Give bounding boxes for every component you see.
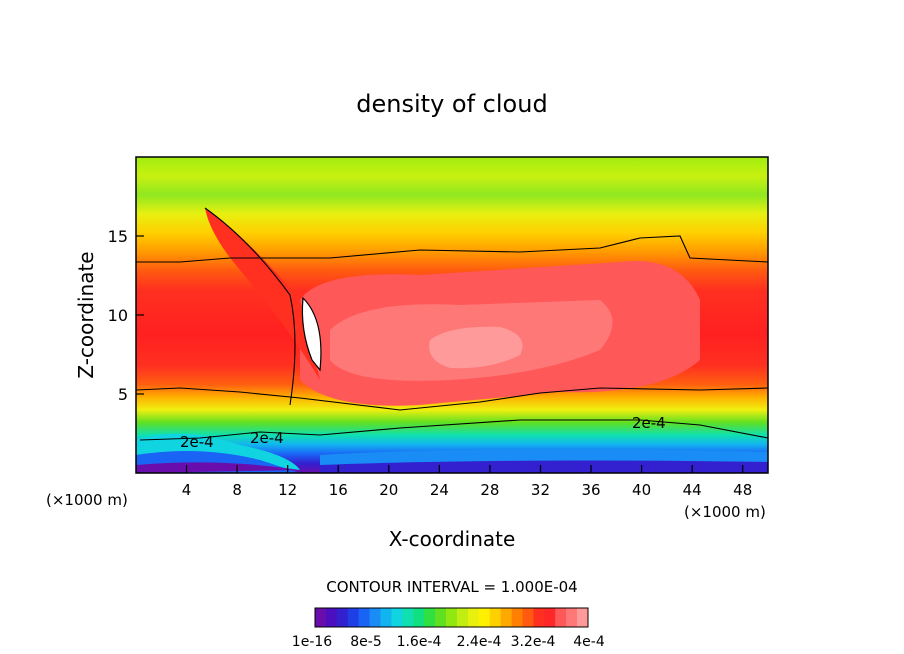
x-tick-label: 8 [232,481,242,499]
colorbar-swatch [402,608,414,627]
colorbar-swatch [544,608,556,627]
x-tick-label: 4 [182,481,192,499]
colorbar-label: 1.6e-4 [397,634,442,650]
x-tick-label: 20 [379,481,398,499]
colorbar-swatch [435,608,447,627]
contour-label: 2e-4 [250,429,284,447]
colorbar-swatch [424,608,436,627]
colorbar-swatch [478,608,491,627]
colorbar-swatch [391,608,403,627]
y-tick-label: 5 [118,385,128,404]
x-tick-label: 36 [581,481,600,499]
colorbar [314,607,589,628]
x-tick-label: 24 [430,481,449,499]
x-unit-right: (×1000 m) [684,503,766,521]
colorbar-label: 1e-16 [292,634,332,650]
chart-title: density of cloud [356,90,547,118]
x-unit-left: (×1000 m) [46,491,128,509]
contour-label: 2e-4 [632,414,666,432]
x-axis-label: X-coordinate [389,527,516,551]
y-tick-label: 10 [108,306,128,325]
x-tick-label: 44 [683,481,702,499]
colorbar-swatch [500,608,512,627]
colorbar-swatch [336,608,349,627]
colorbar-swatch [347,608,359,627]
colorbar-swatch [325,608,338,627]
colorbar-swatch [369,608,381,627]
colorbar-swatch [446,608,458,627]
colorbar-swatch [577,608,589,627]
x-tick-label: 40 [632,481,651,499]
contour-interval: CONTOUR INTERVAL = 1.000E-04 [326,578,577,596]
colorbar-label: 3.2e-4 [511,634,556,650]
colorbar-swatch [566,608,578,627]
colorbar-swatch [456,608,469,627]
colorbar-swatch [467,608,480,627]
colorbar-swatch [413,608,425,627]
colorbar-swatch [522,608,534,627]
x-tick-label: 48 [733,481,752,499]
y-axis-label: Z-coordinate [74,251,98,378]
colorbar-swatch [358,608,370,627]
y-axis-ticks: 5 10 15 [108,227,144,404]
y-tick-label: 15 [108,227,128,246]
colorbar-swatch [380,608,392,627]
x-axis-ticks: 4 8 12 16 20 24 28 32 36 40 44 48 [182,465,752,499]
x-tick-label: 16 [329,481,348,499]
colorbar-label: 4e-4 [573,634,605,650]
colorbar-swatch [315,608,327,627]
plot-area [136,157,768,473]
colorbar-label: 2.4e-4 [457,634,502,650]
colorbar-swatch [489,608,501,627]
colorbar-swatch [533,608,545,627]
colorbar-labels: 1e-16 8e-5 1.6e-4 2.4e-4 3.2e-4 4e-4 [292,634,605,650]
x-tick-label: 28 [480,481,499,499]
colorbar-swatch [555,608,567,627]
contour-label: 2e-4 [180,433,214,451]
x-tick-label: 12 [278,481,297,499]
colorbar-label: 8e-5 [350,634,381,650]
colorbar-frame [314,607,589,628]
x-tick-label: 32 [531,481,550,499]
colorbar-swatch [511,608,523,627]
